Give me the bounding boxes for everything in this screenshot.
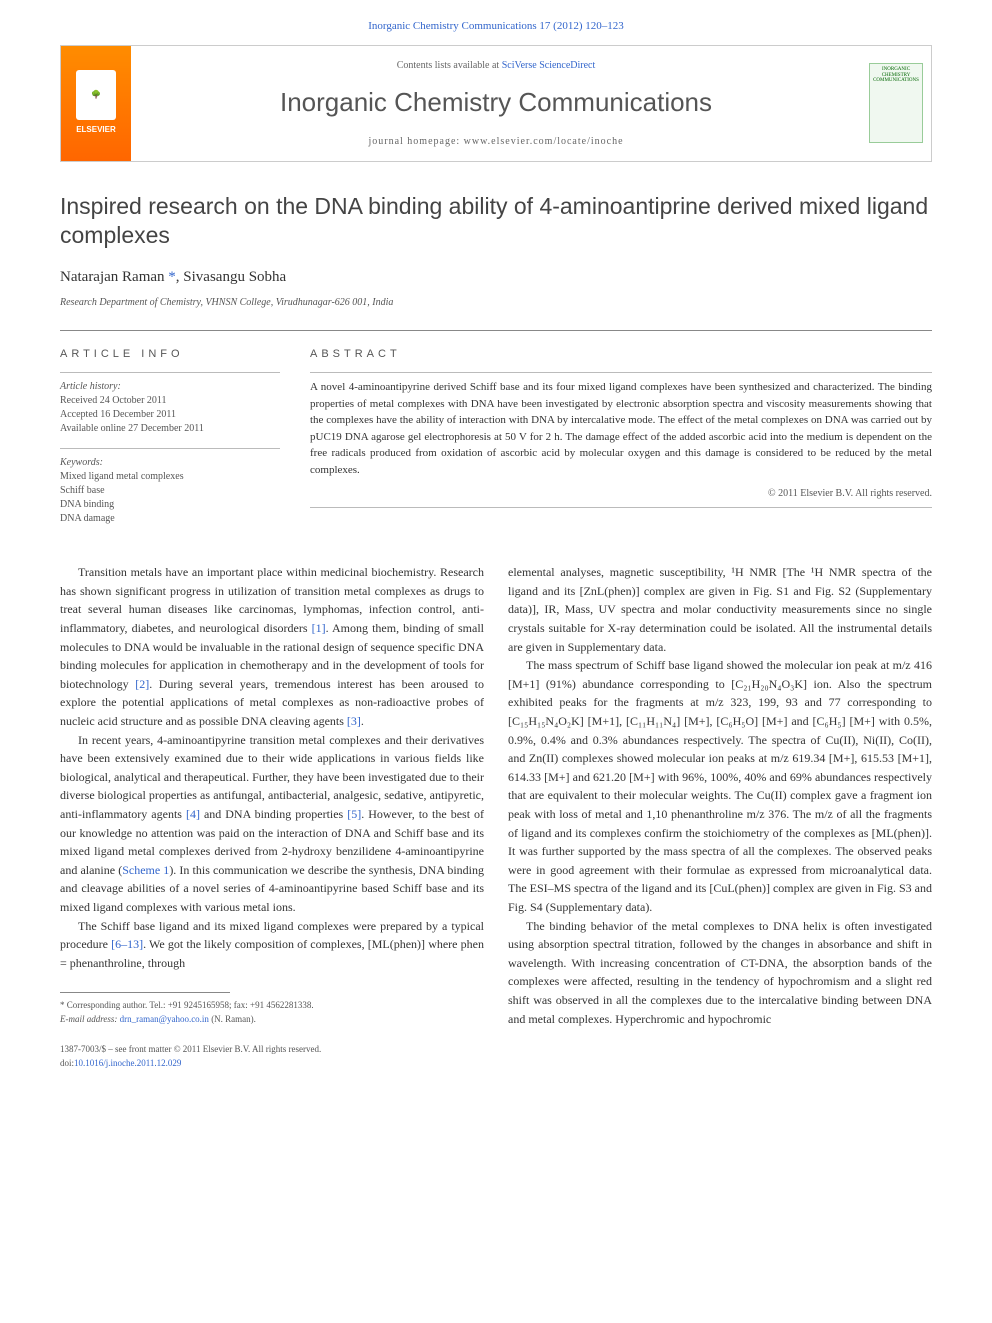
- contents-list-line: Contents lists available at SciVerse Sci…: [151, 58, 841, 73]
- accepted-line: Accepted 16 December 2011: [60, 408, 280, 422]
- body-columns: Transition metals have an important plac…: [60, 563, 932, 1028]
- email-link[interactable]: drn_raman@yahoo.co.in: [120, 1014, 209, 1024]
- ref-link-6-13[interactable]: [6–13]: [111, 937, 143, 951]
- ref-link-2[interactable]: [2]: [135, 677, 149, 691]
- elsevier-label: ELSEVIER: [76, 124, 116, 136]
- online-line: Available online 27 December 2011: [60, 422, 280, 436]
- keyword-1: Mixed ligand metal complexes: [60, 470, 280, 484]
- article-history-block: Article history: Received 24 October 201…: [60, 372, 280, 436]
- footnote-corr-line: * Corresponding author. Tel.: +91 924516…: [60, 999, 484, 1013]
- article-info-column: ARTICLE INFO Article history: Received 2…: [60, 346, 280, 539]
- header-citation: Inorganic Chemistry Communications 17 (2…: [0, 0, 992, 45]
- doi-line: doi:10.1016/j.inoche.2011.12.029: [60, 1057, 932, 1071]
- left-column: Transition metals have an important plac…: [60, 563, 484, 1028]
- keyword-3: DNA binding: [60, 498, 280, 512]
- ref-link-5[interactable]: [5]: [347, 807, 361, 821]
- footnote-email-line: E-mail address: drn_raman@yahoo.co.in (N…: [60, 1013, 484, 1027]
- keywords-label: Keywords:: [60, 455, 280, 470]
- header-center: Contents lists available at SciVerse Sci…: [131, 46, 861, 161]
- author-2: Sivasangu Sobha: [183, 269, 286, 285]
- sciencedirect-link[interactable]: SciVerse ScienceDirect: [502, 60, 596, 71]
- journal-cover-thumb: INORGANIC CHEMISTRY COMMUNICATIONS: [861, 46, 931, 161]
- issn-line: 1387-7003/$ – see front matter © 2011 El…: [60, 1043, 932, 1057]
- authors-line: Natarajan Raman *, Sivasangu Sobha: [60, 266, 932, 289]
- journal-header-box: 🌳 ELSEVIER Contents lists available at S…: [60, 45, 932, 162]
- body-para-1: Transition metals have an important plac…: [60, 563, 484, 730]
- journal-homepage: journal homepage: www.elsevier.com/locat…: [151, 134, 841, 149]
- scheme-link[interactable]: Scheme 1: [122, 863, 169, 877]
- right-column: elemental analyses, magnetic susceptibil…: [508, 563, 932, 1028]
- abstract-text: A novel 4-aminoantipyrine derived Schiff…: [310, 372, 932, 478]
- info-abstract-row: ARTICLE INFO Article history: Received 2…: [60, 330, 932, 539]
- footnote-separator: [60, 992, 230, 999]
- corresponding-mark: *: [168, 269, 176, 285]
- abstract-heading: ABSTRACT: [310, 346, 932, 363]
- elsevier-logo: 🌳 ELSEVIER: [61, 46, 131, 161]
- doi-link[interactable]: 10.1016/j.inoche.2011.12.029: [74, 1058, 181, 1068]
- keyword-4: DNA damage: [60, 512, 280, 526]
- body-para-2: In recent years, 4-aminoantipyrine trans…: [60, 731, 484, 917]
- journal-title: Inorganic Chemistry Communications: [151, 83, 841, 122]
- ref-link-4[interactable]: [4]: [186, 807, 200, 821]
- elsevier-tree-icon: 🌳: [76, 70, 116, 120]
- article-info-heading: ARTICLE INFO: [60, 346, 280, 363]
- body-para-r2: The mass spectrum of Schiff base ligand …: [508, 656, 932, 916]
- received-line: Received 24 October 2011: [60, 394, 280, 408]
- body-para-r1: elemental analyses, magnetic susceptibil…: [508, 563, 932, 656]
- keywords-block: Keywords: Mixed ligand metal complexes S…: [60, 448, 280, 526]
- article-title: Inspired research on the DNA binding abi…: [60, 192, 932, 252]
- ref-link-1[interactable]: [1]: [312, 621, 326, 635]
- affiliation: Research Department of Chemistry, VHNSN …: [60, 295, 932, 310]
- keyword-2: Schiff base: [60, 484, 280, 498]
- abstract-column: ABSTRACT A novel 4-aminoantipyrine deriv…: [310, 346, 932, 539]
- history-label: Article history:: [60, 379, 280, 394]
- corresponding-footnote: * Corresponding author. Tel.: +91 924516…: [60, 999, 484, 1027]
- body-para-r3: The binding behavior of the metal comple…: [508, 917, 932, 1029]
- abstract-copyright: © 2011 Elsevier B.V. All rights reserved…: [310, 486, 932, 501]
- author-1: Natarajan Raman: [60, 269, 165, 285]
- ref-link-3[interactable]: [3]: [347, 714, 361, 728]
- cover-image: INORGANIC CHEMISTRY COMMUNICATIONS: [869, 63, 923, 143]
- body-para-3: The Schiff base ligand and its mixed lig…: [60, 917, 484, 973]
- abstract-rule: [310, 507, 932, 508]
- bottom-meta: 1387-7003/$ – see front matter © 2011 El…: [60, 1043, 932, 1070]
